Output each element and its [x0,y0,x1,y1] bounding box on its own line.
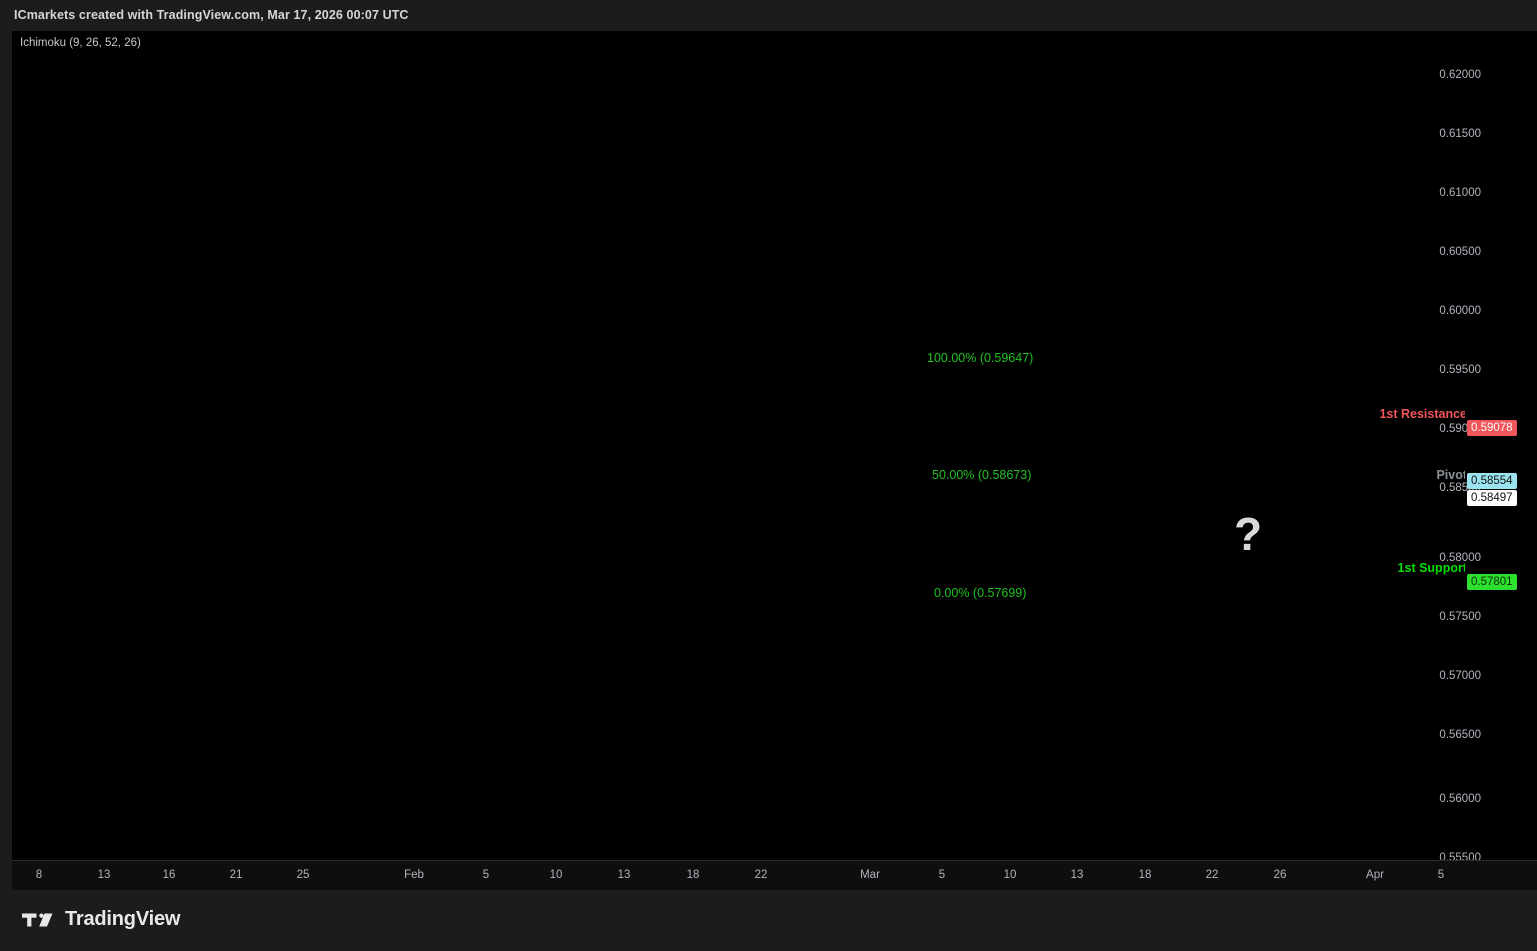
price-axis-label: 0.57500 [1439,611,1481,623]
tradingview-logo-icon [22,913,53,926]
price-axis-label: 0.56500 [1439,729,1481,741]
price-axis-label: 0.55500 [1439,852,1481,860]
tradingview-logo[interactable]: TradingView [22,908,180,931]
time-axis-label: 25 [296,869,310,881]
chart-frame: Ichimoku (9, 26, 52, 26) 100.00% (0.5964… [12,31,1537,860]
time-axis-label: 13 [97,869,111,881]
time-axis-label: 18 [1138,869,1152,881]
time-axis-label: Mar [860,869,880,881]
time-axis-label: 26 [1273,869,1287,881]
question-mark-annotation: ? [1234,508,1263,560]
price-axis-label: 0.61000 [1439,187,1481,199]
price-axis-label: 0.57000 [1439,670,1481,682]
time-axis-label: 21 [229,869,243,881]
fib-100-label: 100.00% (0.59647) [927,351,1034,365]
chart-canvas [12,31,1465,860]
indicator-legend[interactable]: Ichimoku (9, 26, 52, 26) [20,37,141,49]
support-price-badge[interactable]: 0.57801 [1467,574,1517,590]
time-axis-label: 13 [617,869,631,881]
time-axis-label: 10 [549,869,563,881]
time-scale[interactable]: 8 13 16 21 25 Feb 5 10 13 18 22 Mar 5 10 13 18 22 26 Apr 5 [12,860,1537,891]
support-line-label: 1st Support [1397,561,1465,575]
price-axis-label: 0.58500 [1439,482,1481,494]
price-axis-label: 0.59000 [1439,423,1481,435]
price-axis-label: 0.62000 [1439,69,1481,81]
fib-0-label: 0.00% (0.57699) [934,586,1027,600]
pivot-line-label: Pivot [1436,468,1465,482]
time-axis-label: 22 [1205,869,1219,881]
time-axis-label: 10 [1003,869,1017,881]
attribution-text: ICmarkets created with TradingView.com, … [14,8,409,22]
pivot-price-badge[interactable]: 0.58554 [1467,473,1517,489]
time-axis-label: Apr [1366,869,1384,881]
time-axis-label: 8 [35,869,43,881]
chart-header-bar: ICmarkets created with TradingView.com, … [0,0,1537,31]
time-axis-label: 13 [1070,869,1084,881]
price-axis-label: 0.60000 [1439,305,1481,317]
price-axis-label: 0.56000 [1439,793,1481,805]
last-price-badge[interactable]: 0.58497 [1467,490,1517,506]
fib-50-label: 50.00% (0.58673) [932,468,1032,482]
chart-pane[interactable]: Ichimoku (9, 26, 52, 26) 100.00% (0.5964… [12,31,1465,860]
tradingview-wordmark: TradingView [65,908,181,930]
footer-bar [0,890,1537,951]
time-axis-label: Feb [404,869,424,881]
time-axis-label: 5 [1437,869,1445,881]
time-axis-label: 18 [686,869,700,881]
price-axis-label: 0.61500 [1439,128,1481,140]
price-axis-label: 0.59500 [1439,364,1481,376]
resistance-line-label: 1st Resistance [1379,407,1465,421]
time-axis-label: 5 [482,869,490,881]
price-scale[interactable]: 0.62000 0.61500 0.61000 0.60500 0.60000 0.595… [1439,31,1537,860]
time-axis-label: 16 [162,869,176,881]
resistance-price-badge[interactable]: 0.59078 [1467,420,1517,436]
time-axis-label: 22 [754,869,768,881]
time-axis-label: 5 [938,869,946,881]
price-axis-label: 0.58000 [1439,552,1481,564]
price-axis-label: 0.60500 [1439,246,1481,258]
